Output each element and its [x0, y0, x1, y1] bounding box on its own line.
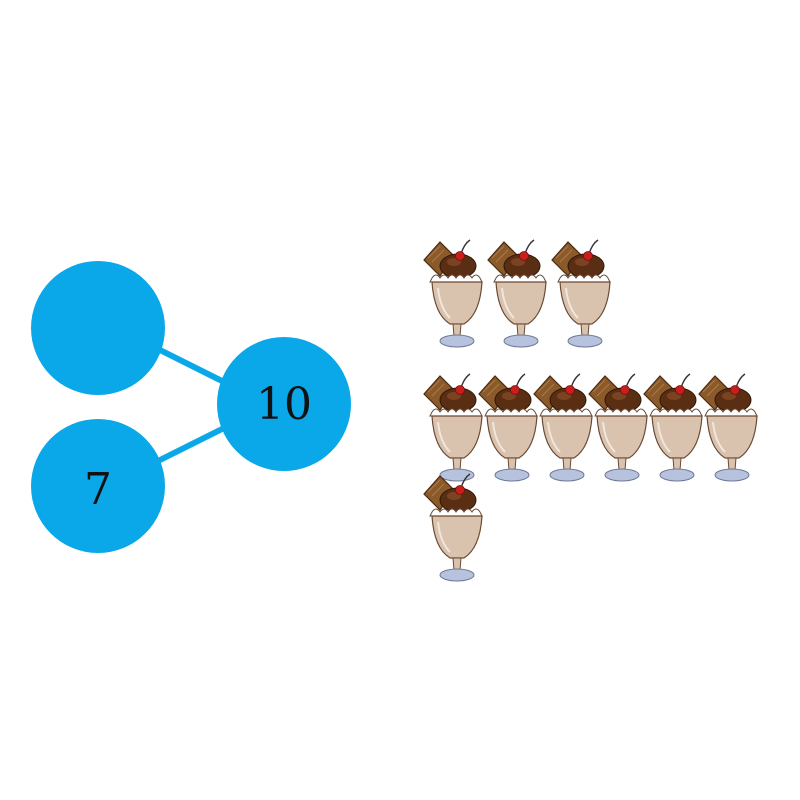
ice-cream-sundae-icon — [423, 239, 483, 348]
sundae-group — [423, 239, 758, 582]
part-circle-bottom: 7 — [31, 419, 165, 553]
ice-cream-sundae-icon — [478, 373, 538, 482]
whole-circle: 10 — [217, 337, 351, 471]
ice-cream-sundae-icon — [551, 239, 611, 348]
ice-cream-sundae-icon — [423, 473, 483, 582]
part-circle-top — [31, 261, 165, 395]
part-bottom-value: 7 — [84, 464, 112, 515]
whole-value: 10 — [256, 379, 312, 430]
ice-cream-sundae-icon — [533, 373, 593, 482]
ice-cream-sundae-icon — [423, 373, 483, 482]
ice-cream-sundae-icon — [487, 239, 547, 348]
ice-cream-sundae-icon — [588, 373, 648, 482]
ice-cream-sundae-icon — [643, 373, 703, 482]
ice-cream-sundae-icon — [698, 373, 758, 482]
